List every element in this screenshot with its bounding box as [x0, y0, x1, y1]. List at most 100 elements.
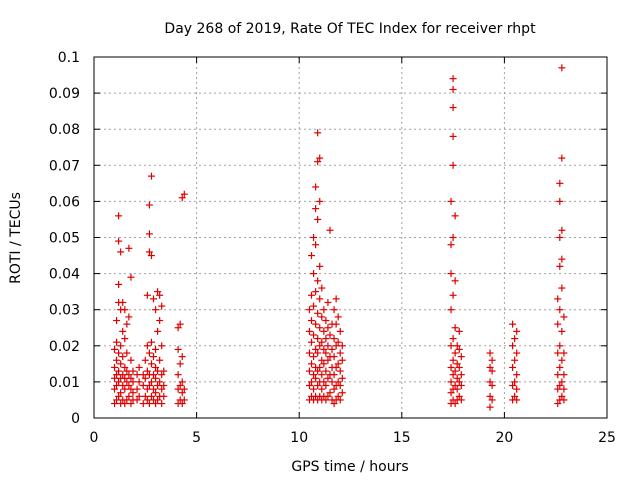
- data-point: [133, 396, 141, 404]
- data-point: [154, 288, 162, 296]
- data-point: [147, 338, 155, 346]
- data-point: [488, 396, 496, 404]
- data-point: [312, 374, 320, 382]
- data-point: [554, 349, 562, 357]
- data-point: [125, 313, 133, 321]
- data-point: [117, 342, 125, 350]
- data-point: [312, 320, 320, 328]
- data-point: [556, 306, 564, 314]
- data-point: [320, 327, 328, 335]
- data-point: [316, 262, 324, 270]
- data-point: [513, 327, 521, 335]
- data-point: [509, 363, 517, 371]
- x-tick-label: 25: [598, 430, 616, 446]
- data-point: [447, 306, 455, 314]
- data-point: [554, 385, 562, 393]
- data-point: [147, 392, 155, 400]
- data-point: [334, 360, 342, 368]
- y-tick-label: 0.07: [49, 158, 80, 174]
- data-point: [556, 382, 564, 390]
- data-point: [113, 338, 121, 346]
- data-point: [147, 172, 155, 180]
- y-tick-label: 0.08: [49, 122, 80, 138]
- data-point: [308, 252, 316, 260]
- data-point: [558, 356, 566, 364]
- data-point: [334, 338, 342, 346]
- data-point: [123, 396, 131, 404]
- data-point: [511, 335, 519, 343]
- data-point: [176, 320, 184, 328]
- y-tick-label: 0.04: [49, 267, 80, 283]
- data-point: [125, 244, 133, 252]
- data-point: [449, 291, 457, 299]
- data-point: [328, 378, 336, 386]
- data-point: [447, 389, 455, 397]
- data-point: [158, 385, 166, 393]
- data-point: [314, 309, 322, 317]
- data-point: [554, 400, 562, 408]
- data-point: [121, 306, 129, 314]
- data-point: [511, 356, 519, 364]
- data-point: [560, 313, 568, 321]
- y-tick-label: 0: [71, 411, 80, 427]
- data-point: [316, 342, 324, 350]
- data-point: [111, 385, 119, 393]
- data-point: [324, 298, 332, 306]
- data-point: [486, 392, 494, 400]
- data-point: [338, 342, 346, 350]
- data-point: [111, 345, 119, 353]
- data-point: [330, 371, 338, 379]
- data-point: [314, 382, 322, 390]
- data-point: [513, 349, 521, 357]
- data-point: [119, 353, 127, 361]
- data-point: [152, 345, 160, 353]
- data-point: [121, 400, 129, 408]
- chart-title: Day 268 of 2019, Rate Of TEC Index for r…: [164, 21, 536, 37]
- data-point: [127, 400, 135, 408]
- x-axis-label: GPS time / hours: [291, 459, 408, 475]
- data-point: [141, 356, 149, 364]
- data-point: [316, 295, 324, 303]
- data-point: [119, 298, 127, 306]
- data-point: [115, 367, 123, 375]
- data-point: [143, 367, 151, 375]
- data-point: [127, 374, 135, 382]
- data-point: [312, 288, 320, 296]
- data-point: [143, 385, 151, 393]
- data-point: [312, 205, 320, 213]
- data-point: [457, 396, 465, 404]
- data-point: [111, 363, 119, 371]
- data-point: [338, 389, 346, 397]
- data-point: [115, 349, 123, 357]
- data-point: [115, 212, 123, 220]
- data-point: [314, 277, 322, 285]
- data-point: [322, 317, 330, 325]
- data-point: [135, 378, 143, 386]
- data-point: [558, 392, 566, 400]
- data-point: [113, 317, 121, 325]
- data-point: [334, 392, 342, 400]
- data-point: [453, 342, 461, 350]
- data-point: [324, 356, 332, 364]
- data-point: [115, 280, 123, 288]
- data-point: [119, 371, 127, 379]
- data-point: [447, 342, 455, 350]
- axis-ticks: 0 5 10 15 20 25 0 0.01 0.02 0.03 0.04 0.05 0.06 0.07 0…: [49, 50, 616, 446]
- data-point: [326, 226, 334, 234]
- data-point: [338, 374, 346, 382]
- data-point: [486, 349, 494, 357]
- data-point: [513, 371, 521, 379]
- data-point: [556, 262, 564, 270]
- data-point: [305, 367, 313, 375]
- data-point: [314, 349, 322, 357]
- data-point: [318, 338, 326, 346]
- y-tick-label: 0.06: [49, 194, 80, 210]
- data-point: [152, 400, 160, 408]
- data-point: [324, 324, 332, 332]
- data-point: [147, 378, 155, 386]
- data-point: [453, 374, 461, 382]
- data-point: [332, 342, 340, 350]
- data-point: [117, 248, 125, 256]
- data-point: [139, 371, 147, 379]
- data-point: [308, 291, 316, 299]
